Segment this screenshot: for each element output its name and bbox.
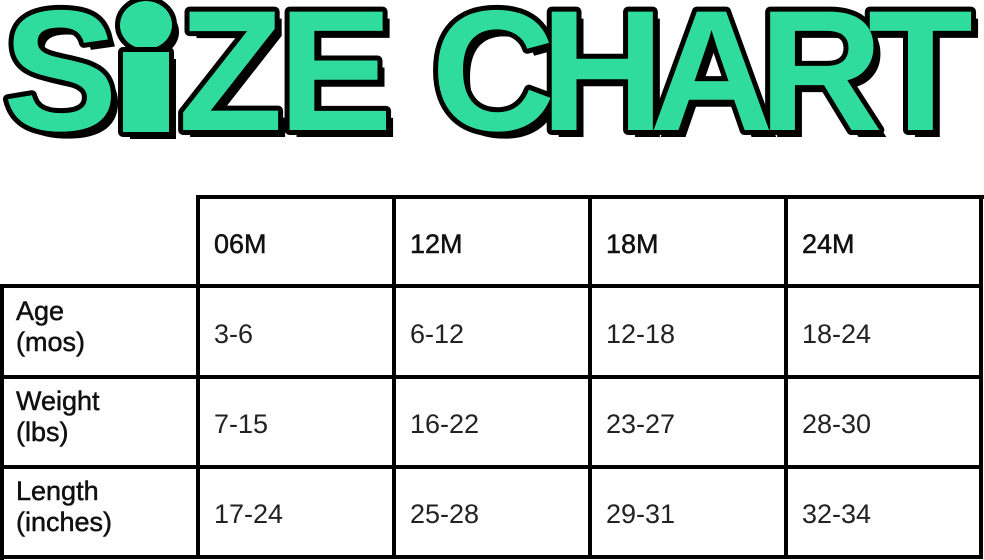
svg-text:CHART: CHART xyxy=(431,0,972,167)
svg-text:ZE: ZE xyxy=(178,0,388,167)
svg-text:S: S xyxy=(3,0,113,167)
